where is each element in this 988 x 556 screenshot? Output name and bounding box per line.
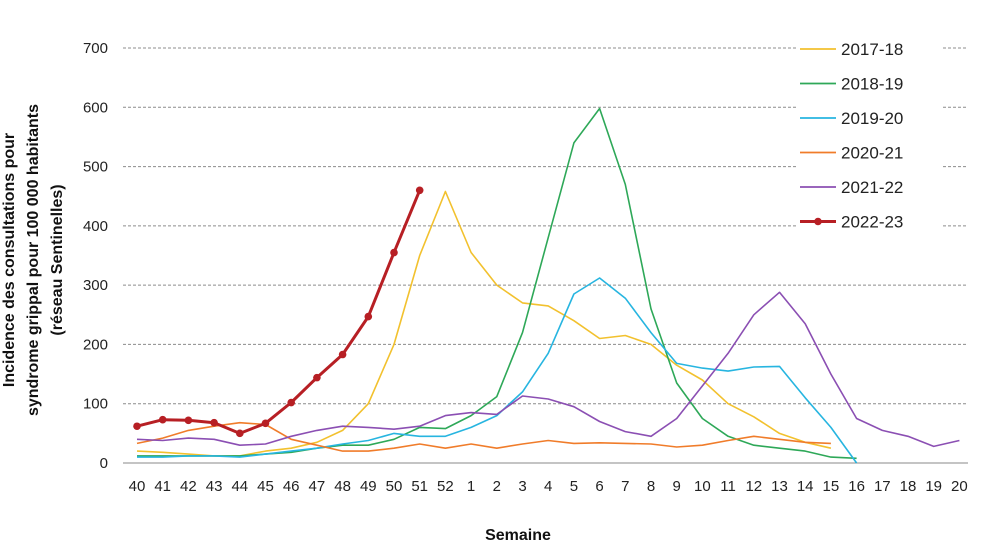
y-axis-title: Incidence des consultations pour syndrom… bbox=[1, 104, 66, 416]
x-tick-label-9: 9 bbox=[673, 478, 681, 495]
point-2022-23-43 bbox=[210, 418, 218, 427]
x-tick-label-11: 11 bbox=[720, 478, 736, 495]
series-2020-21 bbox=[136, 421, 831, 452]
legend-label-2017-18: 2017-18 bbox=[841, 40, 903, 59]
x-tick-label-5: 5 bbox=[570, 478, 578, 495]
series-2022-23 bbox=[133, 186, 424, 438]
series-line-2019-20 bbox=[137, 277, 858, 464]
x-tick-label-10: 10 bbox=[694, 478, 711, 495]
point-2022-23-47 bbox=[313, 373, 321, 382]
x-axis-ticks: 40 41 42 43 44 45 46 47 48 49 50 51 52 1 2 3 4 5 6 7 8 9 10 11 1… bbox=[129, 478, 968, 495]
x-tick-label-43: 43 bbox=[206, 478, 223, 495]
series-2017-18 bbox=[136, 190, 832, 457]
series-lines bbox=[133, 107, 960, 464]
legend-label-2021-22: 2021-22 bbox=[841, 178, 903, 197]
x-tick-label-42: 42 bbox=[180, 478, 197, 495]
legend-item-2021-22: 2021-22 bbox=[800, 178, 903, 197]
grid-lines bbox=[123, 47, 968, 405]
y-tick-label-700: 700 bbox=[83, 40, 108, 57]
series-line-2017-18 bbox=[136, 190, 832, 457]
y-tick-label-100: 100 bbox=[83, 396, 108, 413]
x-tick-label-51: 51 bbox=[411, 478, 428, 495]
x-tick-label-44: 44 bbox=[231, 478, 248, 495]
x-tick-label-18: 18 bbox=[900, 478, 917, 495]
x-tick-label-20: 20 bbox=[951, 478, 968, 495]
y-axis-title-line-2: syndrome grippal pour 100 000 habitants bbox=[25, 104, 42, 416]
point-2022-23-48 bbox=[338, 350, 347, 359]
point-2022-23-44 bbox=[236, 429, 244, 438]
y-tick-label-500: 500 bbox=[83, 159, 108, 176]
x-tick-label-52: 52 bbox=[437, 478, 454, 495]
series-line-2022-23 bbox=[136, 189, 422, 435]
legend-label-2019-20: 2019-20 bbox=[841, 109, 903, 128]
x-tick-label-4: 4 bbox=[544, 478, 552, 495]
legend-item-2019-20: 2019-20 bbox=[800, 109, 903, 128]
point-2022-23-49 bbox=[364, 312, 373, 321]
x-tick-label-8: 8 bbox=[647, 478, 655, 495]
point-2022-23-51 bbox=[415, 186, 424, 195]
x-tick-label-6: 6 bbox=[595, 478, 603, 495]
x-axis-title: Semaine bbox=[485, 527, 551, 544]
point-2022-23-50 bbox=[390, 248, 398, 257]
series-line-2021-22 bbox=[136, 291, 960, 448]
series-2018-19 bbox=[137, 107, 857, 460]
legend-label-2018-19: 2018-19 bbox=[841, 75, 903, 94]
legend: 2017-18 2018-19 2019-20 2020-21 2021-22 2022-… bbox=[796, 34, 942, 244]
x-tick-label-2: 2 bbox=[493, 478, 501, 495]
y-tick-label-300: 300 bbox=[83, 277, 108, 294]
x-tick-label-15: 15 bbox=[823, 478, 840, 495]
legend-label-2022-23: 2022-23 bbox=[841, 213, 903, 232]
series-2021-22 bbox=[136, 291, 960, 448]
x-tick-label-12: 12 bbox=[745, 478, 762, 495]
x-tick-label-17: 17 bbox=[874, 478, 891, 495]
point-2022-23-46 bbox=[287, 398, 296, 407]
x-tick-label-46: 46 bbox=[283, 478, 300, 495]
x-tick-label-13: 13 bbox=[771, 478, 788, 495]
legend-item-2020-21: 2020-21 bbox=[800, 144, 903, 163]
x-tick-label-14: 14 bbox=[797, 478, 814, 495]
legend-item-2017-18: 2017-18 bbox=[800, 40, 903, 59]
x-tick-label-50: 50 bbox=[386, 478, 403, 495]
legend-item-2022-23: 2022-23 bbox=[800, 213, 903, 232]
x-tick-label-47: 47 bbox=[309, 478, 326, 495]
y-tick-label-600: 600 bbox=[83, 99, 108, 116]
y-tick-label-400: 400 bbox=[83, 218, 108, 235]
legend-item-2018-19: 2018-19 bbox=[800, 75, 903, 94]
x-tick-label-3: 3 bbox=[518, 478, 526, 495]
legend-marker-2022-23 bbox=[814, 217, 822, 226]
y-axis-title-line-3: (réseau Sentinelles) bbox=[49, 184, 66, 335]
x-tick-label-19: 19 bbox=[925, 478, 942, 495]
legend-label-2020-21: 2020-21 bbox=[841, 144, 903, 163]
x-tick-label-7: 7 bbox=[621, 478, 629, 495]
point-2022-23-42 bbox=[184, 416, 193, 425]
x-tick-label-40: 40 bbox=[129, 478, 146, 495]
point-2022-23-45 bbox=[261, 419, 270, 428]
series-line-2018-19 bbox=[137, 107, 857, 460]
legend-background bbox=[796, 34, 942, 244]
x-tick-label-16: 16 bbox=[848, 478, 865, 495]
y-tick-label-200: 200 bbox=[83, 336, 108, 353]
x-tick-label-48: 48 bbox=[334, 478, 351, 495]
x-tick-label-49: 49 bbox=[360, 478, 377, 495]
y-tick-label-0: 0 bbox=[100, 455, 108, 472]
x-tick-label-1: 1 bbox=[467, 478, 475, 495]
point-2022-23-40 bbox=[133, 422, 141, 431]
y-axis-title-line-1: Incidence des consultations pour bbox=[1, 133, 18, 387]
series-line-2020-21 bbox=[136, 421, 831, 452]
x-tick-label-45: 45 bbox=[257, 478, 274, 495]
x-tick-label-41: 41 bbox=[154, 478, 171, 495]
series-2019-20 bbox=[137, 277, 858, 464]
y-axis-ticks: 0 100 200 300 400 500 600 700 bbox=[83, 40, 108, 472]
point-2022-23-41 bbox=[158, 415, 167, 424]
